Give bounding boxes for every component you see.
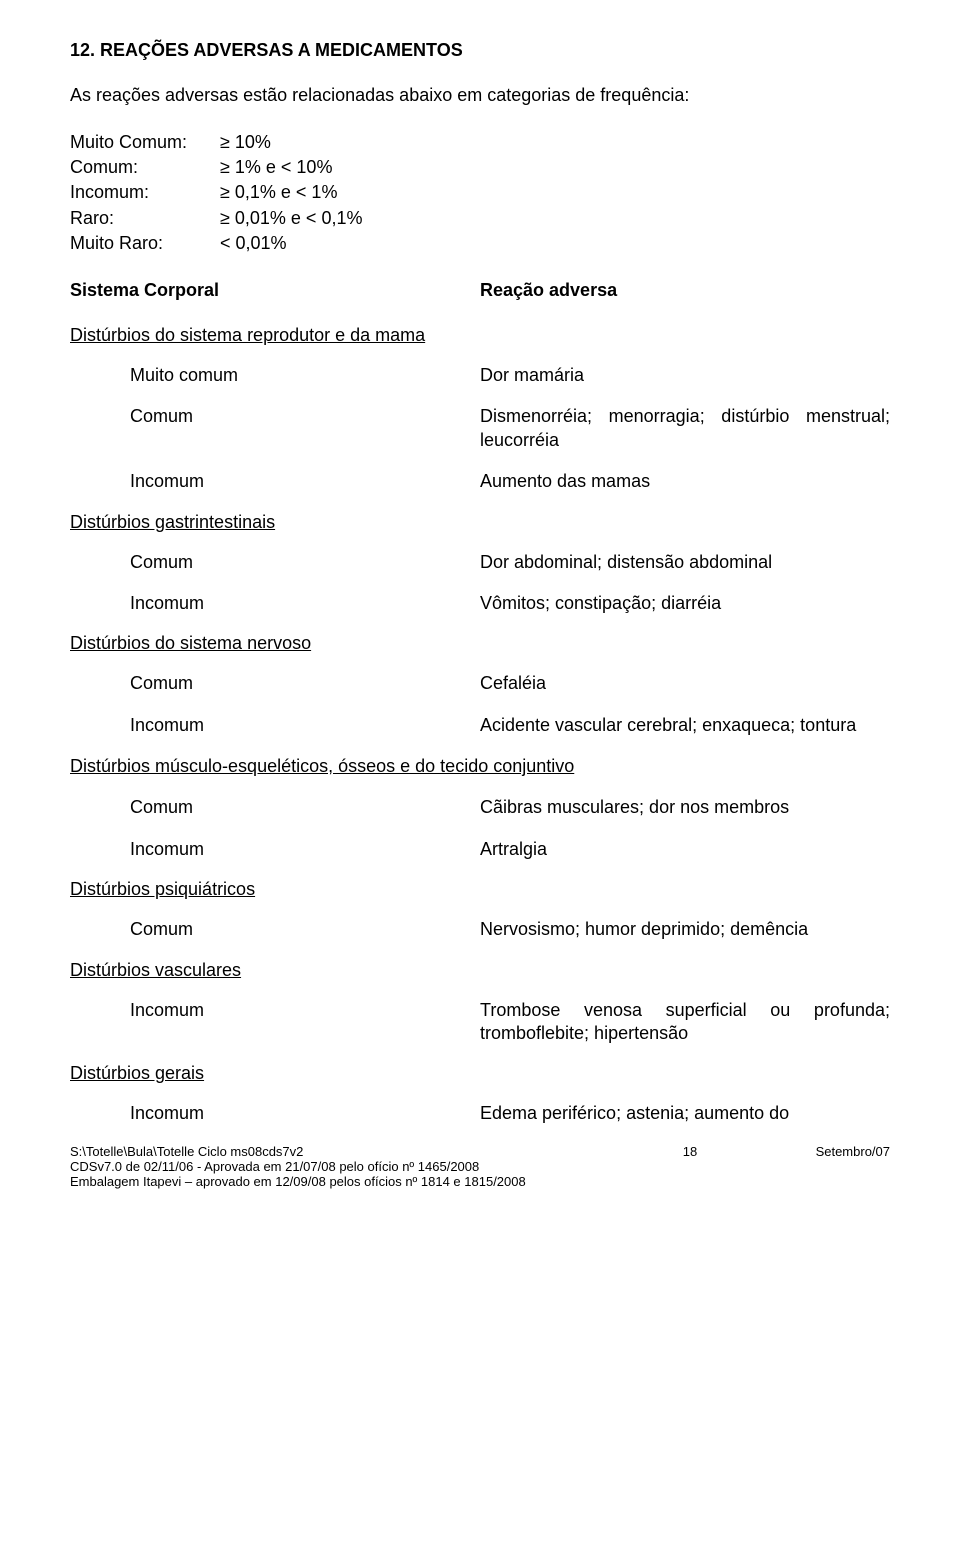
entry-frequency: Incomum: [70, 999, 480, 1046]
entry-row: ComumCefaléia: [70, 672, 890, 695]
entry-frequency: Comum: [70, 672, 480, 695]
entry-reaction: Edema periférico; astenia; aumento do: [480, 1102, 890, 1125]
entry-row: IncomumArtralgia: [70, 838, 890, 861]
entry-row: IncomumEdema periférico; astenia; aument…: [70, 1102, 890, 1125]
entry-frequency: Incomum: [70, 714, 480, 737]
frequency-value: < 0,01%: [220, 231, 890, 256]
footer-line1: S:\Totelle\Bula\Totelle Ciclo ms08cds7v2: [70, 1144, 650, 1159]
footer: S:\Totelle\Bula\Totelle Ciclo ms08cds7v2…: [70, 1144, 890, 1189]
group-title: Distúrbios vasculares: [70, 960, 890, 981]
entry-reaction: Aumento das mamas: [480, 470, 890, 493]
entry-reaction: Dismenorréia; menorragia; distúrbio mens…: [480, 405, 890, 452]
frequency-row: Raro:≥ 0,01% e < 0,1%: [70, 206, 890, 231]
entry-row: ComumNervosismo; humor deprimido; demênc…: [70, 918, 890, 941]
entry-reaction: Cefaléia: [480, 672, 890, 695]
entry-reaction: Vômitos; constipação; diarréia: [480, 592, 890, 615]
entry-reaction: Dor mamária: [480, 364, 890, 387]
entry-frequency: Incomum: [70, 592, 480, 615]
group-title: Distúrbios músculo-esqueléticos, ósseos …: [70, 755, 890, 778]
frequency-value: ≥ 1% e < 10%: [220, 155, 890, 180]
group-title: Distúrbios gerais: [70, 1063, 890, 1084]
footer-date: Setembro/07: [730, 1144, 890, 1189]
entry-row: ComumDor abdominal; distensão abdominal: [70, 551, 890, 574]
entry-reaction: Artralgia: [480, 838, 890, 861]
entry-frequency: Comum: [70, 551, 480, 574]
frequency-row: Comum:≥ 1% e < 10%: [70, 155, 890, 180]
section-title: 12. REAÇÕES ADVERSAS A MEDICAMENTOS: [70, 40, 890, 61]
entry-row: IncomumAumento das mamas: [70, 470, 890, 493]
column-header-right: Reação adversa: [480, 280, 890, 301]
entry-frequency: Incomum: [70, 470, 480, 493]
frequency-label: Muito Raro:: [70, 231, 220, 256]
entry-frequency: Incomum: [70, 838, 480, 861]
entry-frequency: Muito comum: [70, 364, 480, 387]
entry-reaction: Dor abdominal; distensão abdominal: [480, 551, 890, 574]
footer-line3: Embalagem Itapevi – aprovado em 12/09/08…: [70, 1174, 650, 1189]
entry-row: Muito comumDor mamária: [70, 364, 890, 387]
group-title: Distúrbios psiquiátricos: [70, 879, 890, 900]
entry-reaction: Acidente vascular cerebral; enxaqueca; t…: [480, 714, 890, 737]
entry-reaction: Cãibras musculares; dor nos membros: [480, 796, 890, 819]
footer-line2: CDSv7.0 de 02/11/06 - Aprovada em 21/07/…: [70, 1159, 650, 1174]
entry-row: IncomumAcidente vascular cerebral; enxaq…: [70, 714, 890, 737]
frequency-row: Incomum:≥ 0,1% e < 1%: [70, 180, 890, 205]
frequency-label: Comum:: [70, 155, 220, 180]
entry-reaction: Nervosismo; humor deprimido; demência: [480, 918, 890, 941]
frequency-value: ≥ 10%: [220, 130, 890, 155]
entry-row: ComumCãibras musculares; dor nos membros: [70, 796, 890, 819]
entry-row: IncomumVômitos; constipação; diarréia: [70, 592, 890, 615]
frequency-label: Incomum:: [70, 180, 220, 205]
column-header-row: Sistema Corporal Reação adversa: [70, 280, 890, 301]
entry-reaction: Trombose venosa superficial ou profunda;…: [480, 999, 890, 1046]
frequency-label: Muito Comum:: [70, 130, 220, 155]
group-title: Distúrbios do sistema nervoso: [70, 633, 890, 654]
entry-frequency: Comum: [70, 796, 480, 819]
entry-frequency: Comum: [70, 918, 480, 941]
frequency-list: Muito Comum:≥ 10%Comum:≥ 1% e < 10%Incom…: [70, 130, 890, 256]
entry-frequency: Incomum: [70, 1102, 480, 1125]
frequency-row: Muito Raro:< 0,01%: [70, 231, 890, 256]
group-title: Distúrbios do sistema reprodutor e da ma…: [70, 325, 890, 346]
group-title: Distúrbios gastrintestinais: [70, 512, 890, 533]
intro-text: As reações adversas estão relacionadas a…: [70, 85, 890, 106]
footer-page: 18: [650, 1144, 730, 1189]
frequency-value: ≥ 0,01% e < 0,1%: [220, 206, 890, 231]
entry-row: IncomumTrombose venosa superficial ou pr…: [70, 999, 890, 1046]
groups-container: Distúrbios do sistema reprodutor e da ma…: [70, 325, 890, 1126]
entry-frequency: Comum: [70, 405, 480, 452]
frequency-label: Raro:: [70, 206, 220, 231]
frequency-value: ≥ 0,1% e < 1%: [220, 180, 890, 205]
column-header-left: Sistema Corporal: [70, 280, 480, 301]
frequency-row: Muito Comum:≥ 10%: [70, 130, 890, 155]
entry-row: ComumDismenorréia; menorragia; distúrbio…: [70, 405, 890, 452]
